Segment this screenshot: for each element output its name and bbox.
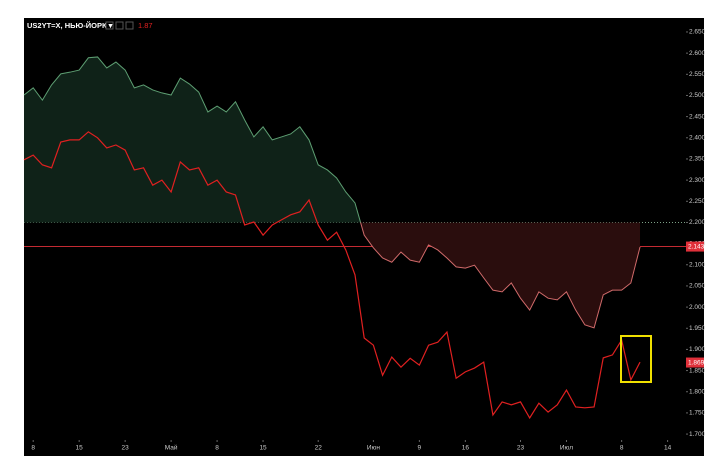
line-above bbox=[23, 56, 362, 223]
plot: 2.650 2.600 2.550 2.500 2.450 2.400 2.350 2.300… bbox=[23, 29, 706, 452]
x-tick-label: Июл bbox=[560, 445, 573, 452]
y-tick-label: 1.900 bbox=[689, 346, 706, 353]
area-below bbox=[360, 222, 641, 328]
x-tick-label: 14 bbox=[664, 445, 672, 452]
price-label: 2.143 bbox=[688, 243, 705, 250]
header-icon[interactable] bbox=[115, 21, 124, 30]
line-below bbox=[360, 222, 641, 329]
price-label: 1.869 bbox=[688, 359, 705, 366]
y-tick-label: 2.500 bbox=[689, 92, 706, 99]
y-tick-label: 2.250 bbox=[689, 198, 706, 205]
header-icon[interactable] bbox=[105, 21, 114, 30]
y-tick-label: 2.000 bbox=[689, 304, 706, 311]
area-above bbox=[24, 56, 641, 223]
x-tick-label: 16 bbox=[462, 445, 470, 452]
y-tick-label: 1.850 bbox=[689, 367, 706, 374]
header-icon[interactable] bbox=[125, 21, 134, 30]
highlight-box bbox=[620, 335, 652, 383]
line bbox=[23, 131, 641, 420]
x-tick-label: 23 bbox=[122, 445, 130, 452]
x-tick-label: 23 bbox=[517, 445, 525, 452]
x-tick-label: 15 bbox=[76, 445, 84, 452]
x-tick-label: 9 bbox=[418, 445, 422, 452]
y-tick-label: 2.350 bbox=[689, 156, 706, 163]
y-tick-label: 2.300 bbox=[689, 177, 706, 184]
price-label-box bbox=[686, 241, 704, 252]
y-tick-label: 2.200 bbox=[689, 219, 706, 226]
y-tick-label: 1.750 bbox=[689, 410, 706, 417]
x-tick-label: 15 bbox=[259, 445, 267, 452]
y-tick-label: 2.100 bbox=[689, 261, 706, 268]
x-tick-label: 8 bbox=[31, 445, 35, 452]
y-tick-label: 2.600 bbox=[689, 50, 706, 57]
price-label-box bbox=[686, 357, 704, 368]
x-tick-label: 22 bbox=[315, 445, 323, 452]
y-tick-label: 1.700 bbox=[689, 431, 706, 438]
header-value: 1.87 bbox=[138, 21, 153, 30]
y-tick-label: 1.950 bbox=[689, 325, 706, 332]
x-tick-label: Июн bbox=[367, 445, 381, 452]
y-tick-label: 2.050 bbox=[689, 283, 706, 290]
y-tick-label: 2.550 bbox=[689, 71, 706, 78]
x-tick-label: Май bbox=[165, 444, 178, 452]
y-tick-label: 2.650 bbox=[689, 29, 706, 36]
y-tick-label: 1.800 bbox=[689, 388, 706, 395]
x-tick-label: 8 bbox=[215, 445, 219, 452]
y-tick-label: 2.400 bbox=[689, 135, 706, 142]
chart-title: US2YT=X, НЬЮ-ЙОРК ▾ bbox=[27, 21, 114, 30]
y-tick-label: 2.450 bbox=[689, 113, 706, 120]
x-tick-label: 8 bbox=[620, 445, 624, 452]
